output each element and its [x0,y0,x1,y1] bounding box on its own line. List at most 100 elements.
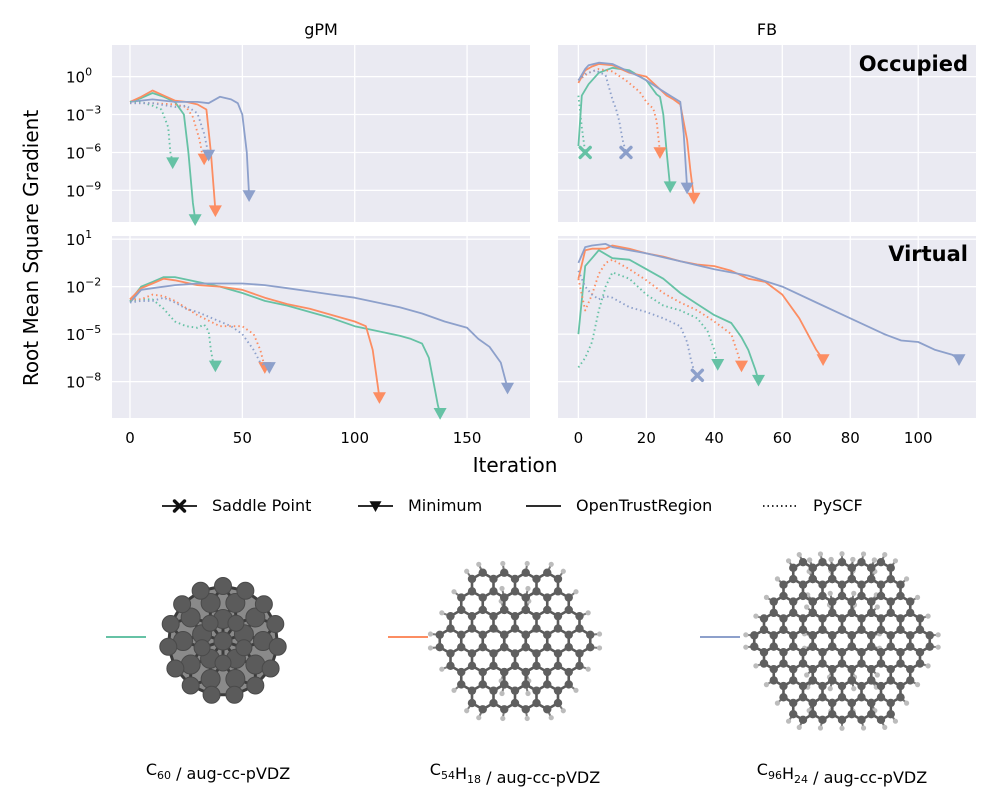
y-tick-base: 10 [66,231,85,249]
carbon-atom [867,597,876,606]
carbon-atom [886,676,895,685]
carbon-atom [876,614,886,623]
hydrogen-atom [851,590,857,596]
cage-atom [235,639,253,657]
x-tick-label: 0 [125,429,135,447]
cage-atom [201,614,219,632]
carbon-atom [478,630,487,639]
carbon-atom [808,608,817,618]
carbon-atom [915,659,925,668]
hydrogen-atom [796,724,802,730]
carbon-atom [750,642,759,651]
y-axis-label: Root Mean Square Gradient [19,110,43,386]
carbon-atom [837,580,847,589]
legend: Saddle Point Minimum OpenTrustRegion PySCF [162,496,863,515]
carbon-atom [457,605,466,615]
carbon-atom [837,693,847,702]
saddle-marker-stroke [690,368,705,382]
minimum-marker [262,362,276,374]
carbon-atom [847,664,856,674]
carbon-atom [532,649,541,658]
hydrogen-atom [817,551,824,557]
hydrogen-atom [882,724,888,730]
hydrogen-atom [548,561,554,567]
carbon-atom [798,580,808,589]
minimum-marker [188,214,202,226]
carbon-atom [779,681,788,691]
cage-atom [193,639,211,657]
carbon-atom [467,649,477,658]
carbon-atom [478,568,487,577]
formula-subscript: 24 [794,773,808,786]
carbon-atom [769,631,778,640]
panel-background [112,45,530,222]
carbon-atom [906,642,915,651]
carbon-atom [857,557,866,567]
carbon-atom [896,591,905,601]
formula-element: H [455,764,467,783]
carbon-atom [867,642,876,651]
series-line-c96h24 [129,282,509,389]
carbon-atom [876,715,886,725]
carbon-atom [521,680,530,689]
cage-atom [213,631,233,651]
hydrogen-atom [476,561,482,567]
carbon-atom [543,593,552,602]
carbon-atom [759,648,769,657]
carbon-atom [837,614,847,623]
hydrogen-atom [560,568,566,574]
hydrogen-atom [785,558,792,564]
carbon-atom [789,574,798,584]
carbon-atom [510,587,520,596]
carbon-atom [798,648,808,657]
cage-atom [214,577,232,595]
carbon-atom [867,608,876,618]
hydrogen-atom [573,589,579,595]
carbon-atom [818,614,827,623]
carbon-atom [553,587,563,596]
carbon-atom [532,698,541,708]
hydrogen-atom [585,666,591,672]
y-tick-label: 10−5 [66,323,101,344]
carbon-atom [886,642,895,651]
series-line-c54h18 [130,293,266,368]
carbon-atom [818,648,827,657]
carbon-atom [828,597,837,606]
carbon-atom [808,563,817,573]
cage-atom [266,615,285,634]
carbon-atom [553,649,563,658]
carbon-atom [886,664,895,674]
minimum-marker [735,360,749,373]
carbon-atom [532,587,541,596]
carbon-atom [467,661,477,671]
y-tick-base: 10 [66,144,85,162]
carbon-atom [586,643,595,652]
carbon-atom [500,593,509,602]
hydrogen-atom [850,556,856,563]
carbon-atom [837,681,847,691]
x-tick-label: 150 [453,429,482,447]
carbon-atom [564,667,573,677]
carbon-atom [847,574,856,584]
carbon-atom [510,698,520,708]
hydrogen-atom [785,718,792,724]
hydrogen-atom [499,690,505,697]
carbon-atom [779,580,788,589]
carbon-atom [857,648,866,657]
carbon-atom [837,715,847,725]
carbon-atom [828,642,837,651]
carbon-atom [575,611,584,621]
formula-subscript: 60 [157,769,171,782]
carbon-atom [847,642,856,651]
carbon-atom [798,681,808,691]
y-tick-exponent: −3 [85,104,101,117]
carbon-atom [789,631,798,640]
cage-atom [246,676,265,695]
molecule-label: C60 / aug-cc-pVDZ [146,760,290,783]
cage-atom [225,685,244,704]
carbon-atom [500,605,509,615]
carbon-atom [808,631,817,640]
carbon-atom [500,568,509,577]
hydrogen-atom [753,663,759,669]
